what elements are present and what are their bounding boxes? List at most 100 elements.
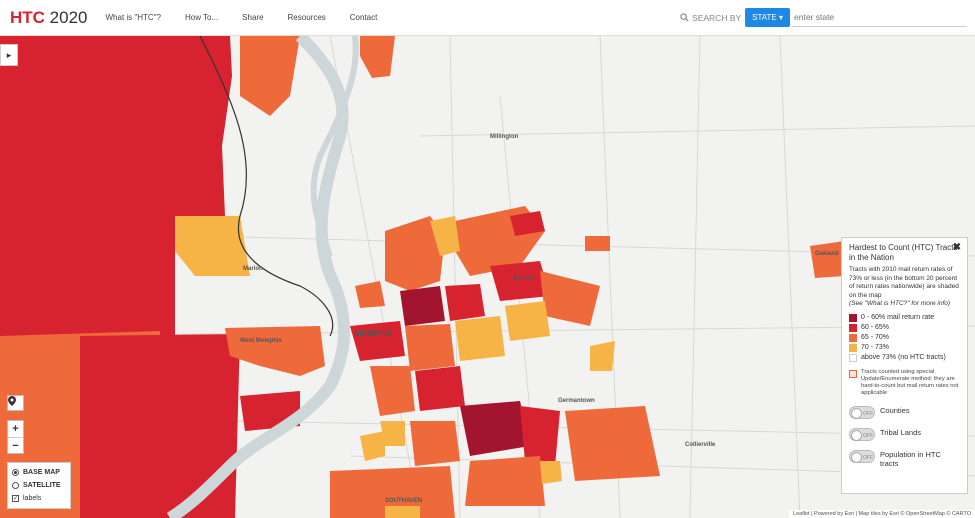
search-icon (680, 13, 689, 22)
brand-rest: 2020 (44, 7, 88, 27)
tract-ar-northeast[interactable] (240, 36, 300, 116)
basemap-radio-selected[interactable] (12, 469, 19, 476)
state-dropdown-button[interactable]: STATE ▾ (745, 8, 790, 27)
toggle-state: OFF (863, 410, 873, 417)
legend-note: (See "What is HTC?" for more info) (849, 300, 951, 307)
legend-item: 65 - 70% (849, 333, 960, 343)
river-channel (310, 36, 359, 257)
tract-small-1[interactable] (585, 236, 610, 251)
tract-southaven-2[interactable] (385, 506, 420, 518)
tract-ar-top[interactable] (360, 36, 395, 78)
top-navbar: HTC 2020 What is "HTC"? How To... Share … (0, 0, 975, 36)
nav-contact[interactable]: Contact (349, 13, 378, 22)
tract-memphis-core-5[interactable] (455, 316, 505, 361)
legend-item: 0 - 60% mail return rate (849, 313, 960, 323)
basemap-label: BASE MAP (23, 469, 60, 476)
labels-checkbox[interactable]: ✓ (12, 495, 19, 502)
tract-bartlett[interactable] (490, 261, 550, 301)
tract-south-1[interactable] (370, 366, 415, 416)
legend-item-label: 70 - 73% (861, 344, 890, 351)
satellite-option[interactable]: SATELLITE (12, 479, 66, 492)
special-tracts-label: Tracts counted using special Update/Enum… (861, 368, 959, 396)
tract-south-5[interactable] (410, 421, 460, 466)
tract-south-7[interactable] (540, 461, 562, 484)
labels-option[interactable]: ✓ labels (12, 492, 66, 505)
label-germantown: Germantown (558, 398, 595, 404)
tract-memphis-core-1[interactable] (400, 286, 445, 326)
legend-item: 60 - 65% (849, 323, 960, 333)
population-toggle-row: OFF Population in HTC tracts (849, 449, 960, 468)
tract-south-2[interactable] (415, 366, 465, 411)
label-marion: Marion (243, 266, 263, 272)
legend-title: Hardest to Count (HTC) Tracts in the Nat… (849, 243, 958, 262)
label-oakland: Oakland (815, 251, 839, 257)
tract-south-6[interactable] (465, 456, 545, 506)
toggle-state: OFF (863, 454, 873, 461)
legend-item-label: above 73% (no HTC tracts) (861, 354, 946, 361)
satellite-radio[interactable] (12, 482, 19, 489)
tract-southwest[interactable] (360, 431, 385, 461)
zoom-in-button[interactable]: + (8, 421, 23, 438)
tract-ar-lower[interactable] (0, 236, 175, 336)
tract-small-2[interactable] (355, 281, 385, 308)
legend-swatch (849, 353, 857, 362)
tract-east-1[interactable] (540, 271, 600, 326)
tract-small-3[interactable] (510, 211, 545, 236)
tract-germantown-south[interactable] (565, 406, 660, 481)
tract-north-memphis[interactable] (385, 216, 445, 291)
state-search-input[interactable] (792, 8, 967, 27)
tract-ar-south2[interactable] (80, 334, 240, 518)
main-nav: What is "HTC"? How To... Share Resources… (106, 13, 402, 22)
legend-item: above 73% (no HTC tracts) (849, 353, 960, 363)
legend-item: 70 - 73% (849, 343, 960, 353)
tract-memphis-core-4[interactable] (405, 324, 455, 371)
tract-marion[interactable] (175, 216, 250, 276)
tract-oakland[interactable] (810, 241, 845, 278)
legend-description: Tracts with 2010 mail return rates of 73… (849, 266, 959, 299)
tract-east-2[interactable] (505, 301, 550, 341)
tract-south-3[interactable] (460, 401, 530, 456)
label-west-memphis: West Memphis (240, 338, 283, 344)
population-toggle[interactable]: OFF (849, 449, 875, 463)
tract-memphis-core-3[interactable] (350, 321, 405, 361)
special-tracts-note: Tracts counted using special Update/Enum… (849, 369, 960, 397)
tract-south-8[interactable] (380, 421, 405, 446)
tribal-toggle-row: OFF Tribal Lands (849, 427, 960, 441)
nav-share[interactable]: Share (242, 13, 264, 22)
zoom-out-button[interactable]: − (12, 440, 19, 452)
labels-label: labels (23, 495, 42, 502)
label-collierville: Collierville (685, 442, 716, 448)
basemap-option[interactable]: BASE MAP (12, 466, 66, 479)
search-bar: SEARCH BY STATE ▾ (680, 8, 967, 27)
tract-southaven[interactable] (330, 466, 455, 518)
legend-swatch (849, 313, 857, 322)
nav-what-is-htc[interactable]: What is "HTC"? (105, 13, 161, 22)
tract-east-3[interactable] (590, 341, 615, 371)
nav-resources[interactable]: Resources (287, 13, 326, 22)
map-attribution[interactable]: Leaflet | Powered by Esri | Map tiles by… (789, 510, 975, 518)
nav-how-to[interactable]: How To... (184, 13, 219, 22)
map-canvas[interactable]: Millington Marion West Memphis MEMPHIS B… (0, 36, 975, 518)
counties-toggle[interactable]: OFF (849, 405, 875, 419)
tract-ar-north[interactable] (0, 36, 232, 236)
mississippi-river (166, 36, 350, 518)
locate-button[interactable] (7, 395, 24, 411)
brand-logo[interactable]: HTC 2020 (10, 8, 88, 28)
tract-memphis-core-2[interactable] (445, 284, 485, 321)
state-border (199, 36, 334, 337)
label-bartlett: Bartlett (513, 276, 534, 282)
tract-south-4[interactable] (520, 406, 560, 466)
tribal-lands-toggle[interactable]: OFF (849, 427, 875, 441)
legend-panel: ✖ Hardest to Count (HTC) Tracts in the N… (841, 237, 968, 494)
tract-ar-west-memphis[interactable] (225, 326, 325, 376)
close-icon[interactable]: ✖ (952, 242, 961, 253)
panel-toggle-button[interactable]: ▸ (0, 44, 18, 66)
toggle-state: OFF (863, 432, 873, 439)
counties-toggle-label: Counties (880, 405, 910, 415)
tract-frayser[interactable] (430, 216, 460, 256)
satellite-label: SATELLITE (23, 482, 61, 489)
brand-highlight: HTC (10, 7, 45, 27)
map-layer: Millington Marion West Memphis MEMPHIS B… (0, 36, 975, 518)
legend-item-label: 65 - 70% (861, 334, 890, 341)
special-swatch (849, 369, 857, 378)
